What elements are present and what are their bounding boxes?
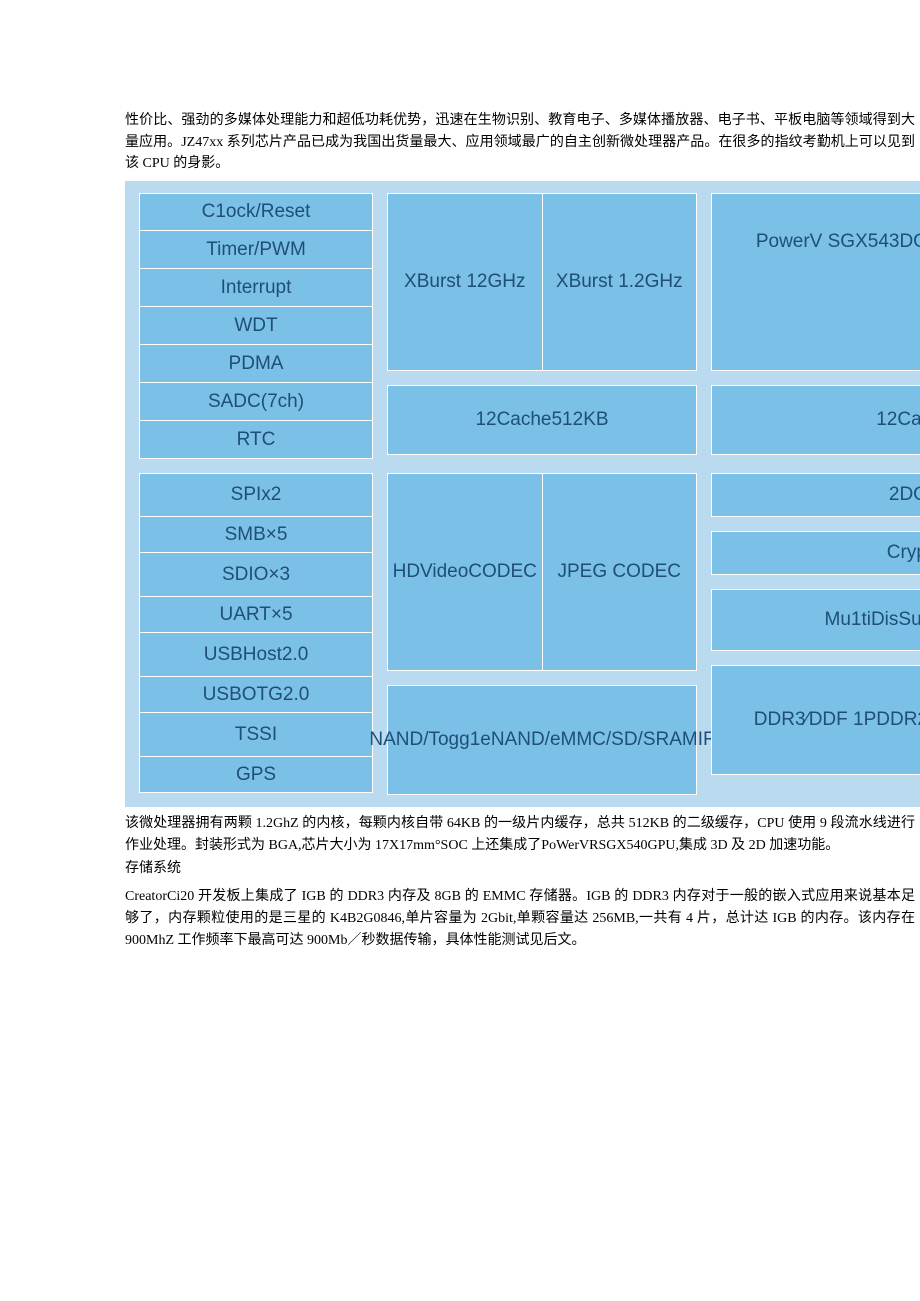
codec-column: HDVideoCODEC JPEG CODEC NAND/Togg1eNAND/… <box>387 473 697 795</box>
storage-paragraph: CreatorCi20 开发板上集成了 IGB 的 DDR3 内存及 8GB 的… <box>125 886 915 951</box>
block-smb: SMB×5 <box>139 517 373 553</box>
block-gps: GPS <box>139 757 373 793</box>
block-multi-display-subsystem: Mu1tiDisSubsyst <box>711 589 920 651</box>
block-2d-graphics: 2DGrap1 <box>711 473 920 517</box>
block-xburst-core-2: XBurst 1.2GHz <box>543 193 698 371</box>
block-wdt: WDT <box>139 307 373 345</box>
system-control-stack: C1ock/Reset Timer/PWM Interrupt WDT PDMA… <box>139 193 373 459</box>
block-timer-pwm: Timer/PWM <box>139 231 373 269</box>
block-l2cache-right: 12CacheC <box>711 385 920 455</box>
block-tssi: TSSI <box>139 713 373 757</box>
block-interrupt: Interrupt <box>139 269 373 307</box>
block-uart: UART×5 <box>139 597 373 633</box>
block-powervr-gpu: PowerV SGX543DGrap1 <box>711 193 920 371</box>
gpu-column: PowerV SGX543DGrap1 12CacheC <box>711 193 920 459</box>
io-peripheral-stack: SPIx2 SMB×5 SDIO×3 UART×5 USBHost2.0 USB… <box>139 473 373 795</box>
block-sadc: SADC(7ch) <box>139 383 373 421</box>
diagram-row-1: C1ock/Reset Timer/PWM Interrupt WDT PDMA… <box>139 193 920 459</box>
block-spi: SPIx2 <box>139 473 373 517</box>
intro-paragraph: 性价比、强劲的多媒体处理能力和超低功耗优势，迅速在生物识别、教育电子、多媒体播放… <box>125 110 915 175</box>
cpu-description-paragraph: 该微处理器拥有两颗 1.2GhZ 的内核，每颗内核自带 64KB 的一级片内缓存… <box>125 813 915 856</box>
storage-section-title: 存储系统 <box>125 858 915 880</box>
cpu-column: XBurst 12GHz XBurst 1.2GHz 12Cache512KB <box>387 193 697 459</box>
block-xburst-core-1: XBurst 12GHz <box>387 193 543 371</box>
block-hdvideo-codec: HDVideoCODEC <box>387 473 543 671</box>
block-sdio: SDIO×3 <box>139 553 373 597</box>
block-nand-emmc-if: NAND/Togg1eNAND/eMMC/SD/SRAMIF <box>387 685 697 795</box>
block-usbotg: USBOTG2.0 <box>139 677 373 713</box>
codec-blocks: HDVideoCODEC JPEG CODEC <box>387 473 697 671</box>
soc-block-diagram-viewport: C1ock/Reset Timer/PWM Interrupt WDT PDMA… <box>125 181 920 807</box>
block-crypt-engine: CryptEn1 <box>711 531 920 575</box>
block-usbhost: USBHost2.0 <box>139 633 373 677</box>
block-clock-reset: C1ock/Reset <box>139 193 373 231</box>
diagram-row-2: SPIx2 SMB×5 SDIO×3 UART×5 USBHost2.0 USB… <box>139 473 920 795</box>
misc-column: 2DGrap1 CryptEn1 Mu1tiDisSubsyst DDR3⁄DD… <box>711 473 920 795</box>
block-rtc: RTC <box>139 421 373 459</box>
block-l2cache-512kb: 12Cache512KB <box>387 385 697 455</box>
block-ddr-interface: DDR3⁄DDF 1PDDR2⁄mDI <box>711 665 920 775</box>
cpu-cores: XBurst 12GHz XBurst 1.2GHz <box>387 193 697 371</box>
block-pdma: PDMA <box>139 345 373 383</box>
soc-block-diagram: C1ock/Reset Timer/PWM Interrupt WDT PDMA… <box>125 181 920 807</box>
block-jpeg-codec: JPEG CODEC <box>543 473 698 671</box>
